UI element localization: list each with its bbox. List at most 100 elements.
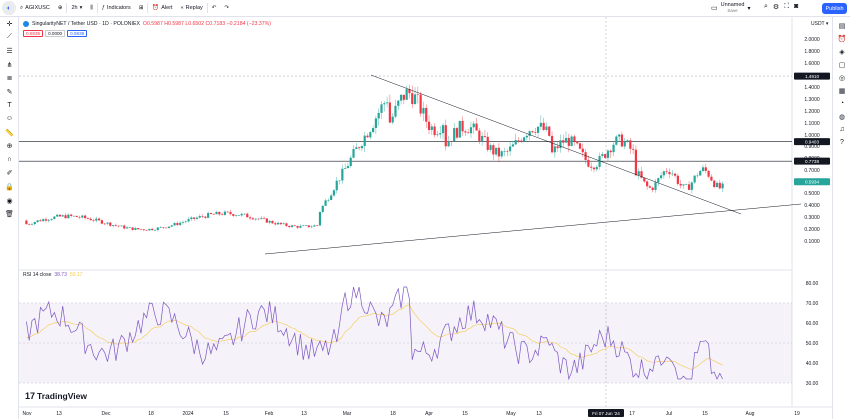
candle-body	[72, 215, 76, 217]
lock-icon[interactable]: 🔒	[5, 183, 14, 191]
candle-body	[162, 227, 165, 228]
buy-price[interactable]: 0.5938	[67, 30, 88, 37]
candle-body	[360, 146, 364, 149]
candle-body	[262, 217, 266, 219]
trash-icon[interactable]: 🗑	[5, 211, 14, 219]
candle-body	[42, 219, 45, 222]
candle-body	[556, 146, 559, 149]
publish-button[interactable]: Publish	[822, 3, 847, 14]
candle-body	[70, 214, 73, 216]
rsi-value: 38.73	[54, 272, 67, 278]
crosshair-time-label: Fri 07 Jun '24	[592, 411, 620, 416]
horizontal-lines-icon[interactable]: ☰	[6, 47, 13, 55]
fib-icon[interactable]: ≣	[6, 75, 13, 83]
calendar-icon[interactable]: ▦	[838, 87, 846, 95]
interval-button[interactable]: 2h ▾	[67, 0, 86, 17]
candle-body	[123, 225, 126, 229]
candle-body	[366, 135, 369, 138]
candle-body	[330, 195, 333, 200]
chart-type-button[interactable]: ⫼	[86, 0, 97, 17]
settings-icon[interactable]: ⚙	[772, 4, 780, 11]
magnet-icon[interactable]: ∩	[6, 156, 13, 164]
target-icon[interactable]: ◍	[838, 113, 846, 121]
price-tag-box	[794, 178, 830, 186]
trend-line-icon[interactable]: ⟋	[7, 33, 12, 41]
candle-body	[346, 166, 350, 169]
zoom-icon[interactable]: ⊕	[6, 143, 13, 151]
replay-button[interactable]: « Replay	[177, 0, 207, 17]
currency-label[interactable]: USDT ▾	[811, 21, 829, 27]
rsi-line	[26, 286, 723, 381]
help-icon[interactable]: ?	[840, 139, 844, 146]
ideas-icon[interactable]: ◎	[838, 74, 846, 82]
candle-body	[145, 230, 148, 231]
candle-body	[335, 180, 338, 191]
candle-body	[534, 132, 537, 133]
candle-body	[380, 104, 383, 113]
pencil-lock-icon[interactable]: ✐	[6, 170, 13, 178]
candle-body	[103, 223, 106, 225]
candle-body	[531, 131, 534, 133]
sell-price[interactable]: 0.5935	[23, 30, 44, 37]
candle-body	[237, 215, 240, 216]
crosshair-icon[interactable]: ✛	[6, 20, 13, 28]
brush-icon[interactable]: ✎	[6, 88, 13, 96]
layout-menu[interactable]: ▭ Unnamed Save ▾	[711, 2, 751, 14]
redo-button[interactable]: ↷	[220, 0, 233, 17]
candle-body	[489, 145, 492, 150]
candle-body	[139, 229, 143, 230]
candle-body	[578, 143, 582, 149]
templates-button[interactable]: ⊞	[135, 0, 148, 17]
candle-body	[520, 140, 523, 142]
compare-button[interactable]: ⊕	[54, 0, 67, 17]
notifications-icon[interactable]: ◔	[839, 100, 845, 107]
watchlist-icon[interactable]: ▤	[838, 22, 846, 30]
candle-body	[581, 148, 584, 153]
chat-icon[interactable]: ▢	[838, 61, 846, 69]
candle-body	[497, 147, 501, 157]
candle-body	[612, 144, 615, 153]
layers-icon[interactable]: ◈	[839, 48, 845, 56]
ruler-icon[interactable]: 📏	[5, 129, 14, 137]
ohlc-values: O0.5987 H0.5987 L0.6502 C0.7183 −0.2184 …	[142, 21, 271, 27]
pitchfork-icon[interactable]: ⋔	[6, 61, 13, 69]
chart-area[interactable]: 2.00001.80001.60001.50001.40001.30001.20…	[19, 17, 832, 419]
candle-body	[671, 173, 674, 175]
search-icon[interactable]: ⌕	[764, 3, 768, 10]
candle-body	[595, 166, 598, 170]
symbol-search[interactable]: ⌕ AGIXUSC	[16, 0, 54, 17]
candle-body	[536, 126, 540, 133]
eye-icon[interactable]: ◉	[6, 197, 13, 205]
candle-body	[514, 140, 517, 145]
indicators-button[interactable]: ƒ Indicators	[98, 0, 135, 17]
candle-body	[363, 135, 366, 147]
candle-body	[419, 94, 422, 114]
chart-canvas[interactable]: 2.00001.80001.60001.50001.40001.30001.20…	[19, 17, 832, 419]
fullscreen-icon[interactable]: ⛶	[784, 3, 790, 10]
emoji-icon[interactable]: ☺	[5, 115, 14, 123]
divider	[206, 3, 208, 13]
candle-body	[550, 135, 554, 153]
spread-value: 0.0000	[45, 30, 66, 37]
undo-button[interactable]: ↶	[208, 0, 221, 17]
candle-body	[687, 184, 691, 190]
divider	[66, 3, 68, 13]
candle-body	[413, 94, 417, 105]
search-icon: ⌕	[20, 4, 24, 11]
candle-body	[495, 147, 498, 155]
tradingview-logo-icon[interactable]: ◐	[2, 1, 16, 15]
candle-body	[97, 218, 101, 221]
candle-body	[89, 218, 92, 221]
candle-body	[316, 225, 319, 226]
price-tick-label: 0.4000	[804, 203, 820, 209]
candle-body	[173, 223, 176, 226]
candle-body	[450, 141, 453, 142]
text-icon[interactable]: T	[7, 101, 12, 109]
bell-icon[interactable]: ♫	[839, 126, 845, 133]
candle-body	[618, 134, 621, 137]
alert-button[interactable]: ⏰ Alert	[148, 0, 176, 17]
alerts-icon[interactable]: ⏰	[837, 35, 847, 43]
candle-body	[567, 137, 570, 146]
candle-body	[148, 228, 151, 231]
camera-icon[interactable]: ◙	[794, 3, 799, 10]
